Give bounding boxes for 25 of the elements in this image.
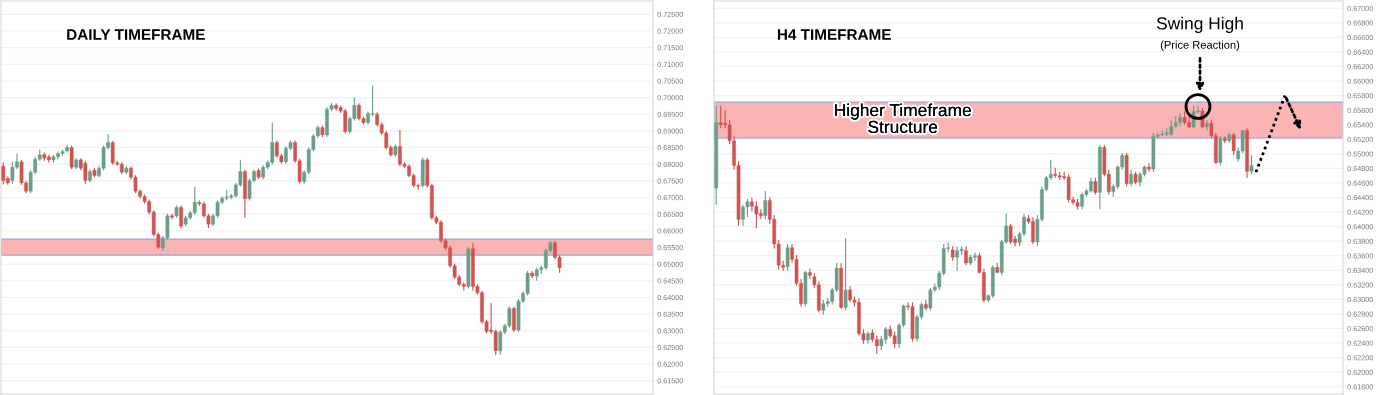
candlestick: [179, 204, 183, 229]
candlestick: [1205, 119, 1209, 132]
candlestick: [192, 186, 197, 216]
candlestick: [1147, 162, 1151, 173]
candlestick: [1066, 173, 1071, 204]
candlestick: [1008, 223, 1013, 245]
candlestick: [754, 200, 759, 229]
candlestick: [964, 245, 968, 266]
candlestick: [507, 305, 512, 329]
band-label: Higher Timeframe Structure: [835, 103, 971, 134]
candlestick: [785, 243, 790, 272]
text: H4 TIMEFRAME: [777, 29, 891, 40]
candlestick: [1249, 154, 1254, 175]
candlestick: [763, 190, 768, 220]
candlestick: [1, 161, 6, 185]
candlestick: [718, 105, 723, 129]
text: DAILY TIMEFRAME: [67, 29, 205, 40]
candlestick: [928, 287, 933, 311]
candlestick: [512, 305, 516, 333]
candlestick: [843, 237, 848, 311]
candlestick: [924, 299, 928, 311]
candlestick: [1231, 132, 1236, 156]
annotation: (Price Reaction): [1160, 40, 1240, 51]
annotation: Swing High: [1156, 16, 1243, 33]
candlestick: [69, 144, 74, 170]
